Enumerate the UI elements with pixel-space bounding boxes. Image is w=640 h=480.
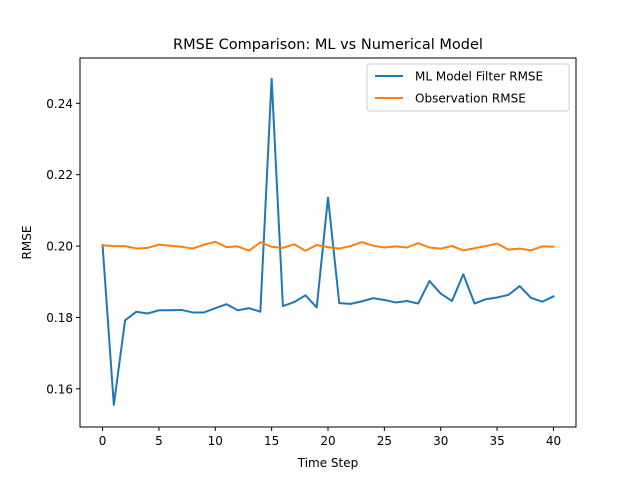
x-tick-label: 15	[264, 434, 279, 448]
x-tick-label: 20	[320, 434, 335, 448]
legend: ML Model Filter RMSE Observation RMSE	[366, 63, 570, 112]
y-tick-label: 0.18	[46, 311, 73, 325]
x-tick-label: 30	[433, 434, 448, 448]
x-tick-label: 40	[546, 434, 561, 448]
x-tick-label: 25	[377, 434, 392, 448]
x-axis-label: Time Step	[297, 456, 359, 470]
chart-title: RMSE Comparison: ML vs Numerical Model	[173, 37, 483, 53]
y-axis: 0.16 0.18 0.20 0.22 0.24	[46, 97, 80, 396]
x-tick-label: 35	[489, 434, 504, 448]
y-tick-label: 0.24	[46, 97, 73, 111]
legend-label-observation: Observation RMSE	[415, 92, 526, 106]
y-tick-label: 0.22	[46, 168, 73, 182]
y-tick-label: 0.20	[46, 240, 73, 254]
y-tick-label: 0.16	[46, 382, 73, 396]
x-tick-label: 5	[155, 434, 163, 448]
legend-box	[366, 63, 570, 112]
series-layer	[101, 77, 555, 406]
series-line-ml-model-filter-rmse	[101, 77, 555, 406]
x-tick-label: 0	[99, 434, 107, 448]
y-axis-label: RMSE	[20, 226, 34, 260]
x-tick-label: 10	[208, 434, 223, 448]
series-line-observation-rmse	[101, 240, 555, 252]
legend-label-ml-model: ML Model Filter RMSE	[415, 70, 543, 84]
x-axis: 0 5 10 15 20 25 30 35 40	[99, 427, 561, 448]
